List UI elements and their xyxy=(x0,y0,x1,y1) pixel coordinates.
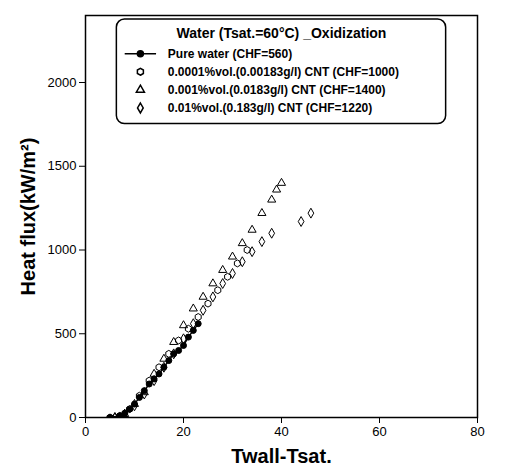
svg-text:0: 0 xyxy=(82,424,89,439)
svg-text:0.001%vol.(0.0183g/l) CNT (CHF: 0.001%vol.(0.0183g/l) CNT (CHF=1400) xyxy=(168,83,386,97)
svg-text:2000: 2000 xyxy=(48,75,77,90)
svg-text:Twall-Tsat.: Twall-Tsat. xyxy=(231,445,331,467)
svg-text:Heat flux(kW/m²): Heat flux(kW/m²) xyxy=(17,138,39,296)
svg-text:60: 60 xyxy=(372,424,386,439)
svg-text:Pure water (CHF=560): Pure water (CHF=560) xyxy=(168,47,292,61)
svg-text:0.0001%vol.(0.00183g/l) CNT (C: 0.0001%vol.(0.00183g/l) CNT (CHF=1000) xyxy=(168,65,399,79)
svg-text:0: 0 xyxy=(69,410,76,425)
svg-text:80: 80 xyxy=(470,424,484,439)
svg-text:500: 500 xyxy=(55,326,77,341)
svg-text:40: 40 xyxy=(274,424,288,439)
svg-text:Water (Tsat.=60°C) _Oxidizatio: Water (Tsat.=60°C) _Oxidization xyxy=(177,25,387,41)
svg-text:20: 20 xyxy=(176,424,190,439)
svg-text:0.01%vol.(0.183g/l) CNT (CHF=1: 0.01%vol.(0.183g/l) CNT (CHF=1220) xyxy=(168,101,372,115)
svg-text:1500: 1500 xyxy=(48,158,77,173)
svg-text:1000: 1000 xyxy=(48,242,77,257)
